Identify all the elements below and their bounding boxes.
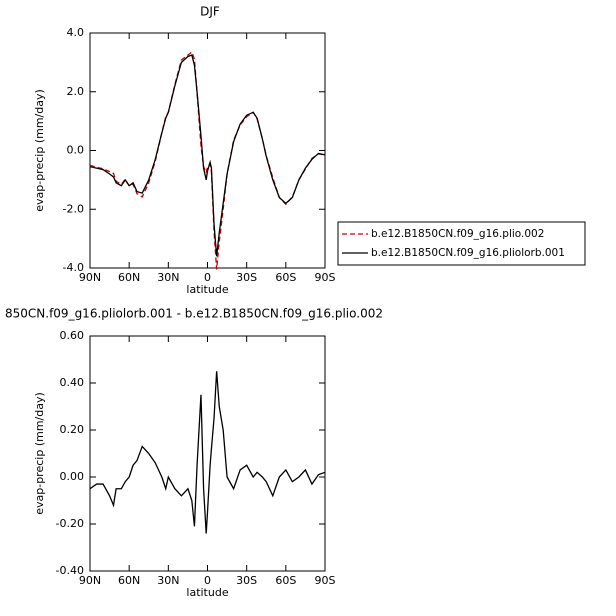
x-axis-label: latitude — [186, 586, 228, 599]
x-tick-label: 30N — [157, 271, 179, 284]
y-tick-label: -0.40 — [56, 564, 84, 577]
y-tick-label: -2.0 — [63, 202, 84, 215]
y-tick-label: 0.0 — [67, 144, 85, 157]
y-tick-label: 0.00 — [60, 470, 85, 483]
y-axis-label: evap-precip (mm/day) — [33, 89, 46, 212]
plot-frame — [89, 335, 326, 572]
legend-label: b.e12.B1850CN.f09_g16.plio.002 — [371, 228, 544, 240]
x-tick-label: 30S — [236, 574, 257, 587]
x-tick-label: 60S — [275, 271, 296, 284]
legend-box — [337, 221, 586, 266]
x-tick-label: 30N — [157, 574, 179, 587]
x-tick-label: 60N — [118, 271, 140, 284]
chart-title: DJF — [200, 5, 220, 19]
x-tick-label: 30S — [236, 271, 257, 284]
y-axis-label: evap-precip (mm/day) — [33, 392, 46, 515]
y-tick-label: 0.40 — [60, 376, 85, 389]
y-tick-label: 4.0 — [67, 26, 85, 39]
x-tick-label: 60S — [275, 574, 296, 587]
x-tick-label: 90S — [315, 574, 336, 587]
x-axis-label: latitude — [186, 283, 228, 296]
series-line — [89, 371, 326, 534]
chart-title: 850CN.f09_g16.pliolorb.001 - b.e12.B1850… — [5, 307, 383, 321]
x-tick-label: 90N — [79, 574, 101, 587]
series-line — [89, 51, 326, 270]
y-tick-label: -4.0 — [63, 261, 84, 274]
x-tick-label: 0 — [204, 271, 211, 284]
y-tick-label: 0.20 — [60, 423, 85, 436]
y-tick-label: 0.60 — [60, 329, 85, 342]
x-tick-label: 90N — [79, 271, 101, 284]
x-tick-label: 60N — [118, 574, 140, 587]
legend-label: b.e12.B1850CN.f09_g16.pliolorb.001 — [371, 247, 565, 259]
series-line — [89, 54, 326, 257]
x-tick-label: 90S — [315, 271, 336, 284]
y-tick-label: -0.20 — [56, 517, 84, 530]
plot-frame — [89, 32, 326, 269]
x-tick-label: 0 — [204, 574, 211, 587]
y-tick-label: 2.0 — [67, 85, 85, 98]
